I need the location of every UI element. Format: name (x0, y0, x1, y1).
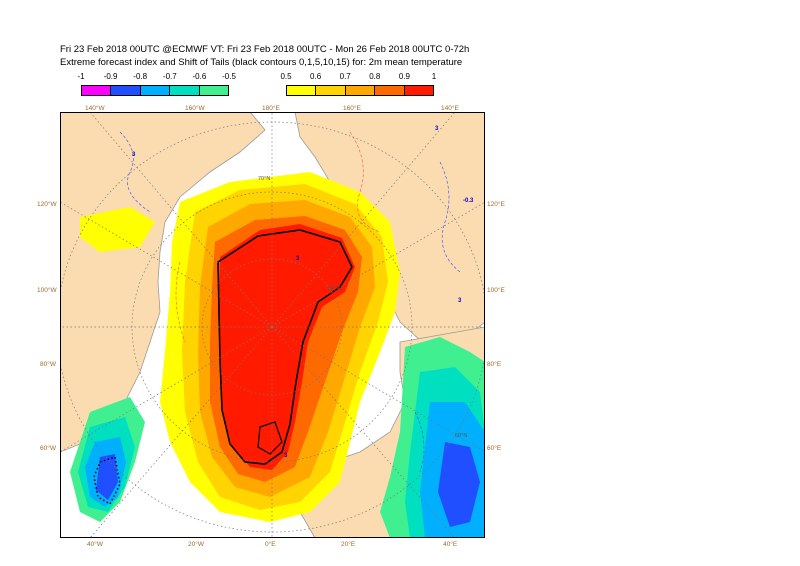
right-lat-label: 100°E (487, 286, 505, 294)
right-lat-label: 60°E (487, 444, 502, 452)
legend-positive-swatch (287, 86, 317, 95)
bottom-lon-label: 20°W (188, 540, 205, 548)
legend-negative: -1 -0.9 -0.8 -0.7 -0.6 -0.5 (77, 72, 236, 100)
thin-contours (119, 131, 461, 473)
legend-negative-swatch (82, 86, 112, 95)
bottom-lon-label: 0°E (265, 540, 276, 548)
grid-lat-label: 60°N (455, 433, 467, 439)
bottom-lon-label: 40°W (87, 540, 104, 548)
legend-tick: 0.6 (310, 72, 322, 81)
legend-negative-swatch (140, 86, 171, 95)
left-lat-label: 80°W (40, 360, 57, 368)
sot-contour-inner (257, 421, 283, 455)
legend-tick: -1 (77, 72, 85, 81)
polar-map: 70°N 80°N 60°N -0.3 3 3 3 3 3 (60, 112, 485, 538)
legend-tick: -0.8 (133, 72, 148, 81)
contour-label: 3 (458, 298, 462, 304)
legend-tick: 0.9 (398, 72, 410, 81)
graticule (60, 112, 485, 538)
legend-tick: 0.8 (369, 72, 381, 81)
contour-label: 3 (284, 453, 288, 459)
top-lon-label: 160°E (343, 104, 361, 112)
contour-label: 3 (132, 152, 136, 158)
legend-positive-swatch (404, 86, 434, 95)
legend-positive-swatch (345, 86, 376, 95)
top-lon-label: 180°E (262, 104, 280, 112)
grid-lat-label: 80°N (328, 286, 340, 292)
top-lon-label: 160°W (185, 104, 205, 112)
neg-cyan-area (85, 402, 485, 538)
legend-positive-ticks: 0.5 0.6 0.7 0.8 0.9 1 (280, 72, 437, 84)
left-lat-label: 60°W (40, 444, 57, 452)
left-lat-label: 100°W (37, 286, 57, 294)
legend-negative-swatch (111, 86, 141, 95)
legend-positive-swatch (375, 86, 405, 95)
legend-tick: 0.5 (280, 72, 292, 81)
efi-red-core (218, 224, 355, 470)
legend-positive-swatch (316, 86, 346, 95)
legend-tick: 1 (431, 72, 437, 81)
legend-negative-colorbar (81, 85, 229, 96)
map-frame (60, 112, 485, 538)
contour-label: 3 (296, 256, 300, 262)
top-lon-label: 140°E (441, 104, 459, 112)
grid-lat-label: 70°N (258, 176, 270, 182)
legend-tick: -0.9 (103, 72, 118, 81)
right-lat-label: 120°E (487, 200, 505, 208)
sot-contour-outer (217, 229, 353, 465)
legend-negative-ticks: -1 -0.9 -0.8 -0.7 -0.6 -0.5 (77, 72, 235, 84)
title-line-2: Extreme forecast index and Shift of Tail… (60, 57, 463, 68)
legend-negative-swatch (170, 86, 200, 95)
legend-positive: 0.5 0.6 0.7 0.8 0.9 1 (280, 72, 437, 100)
legend-negative-swatch (199, 86, 229, 95)
bottom-lon-label: 40°E (443, 540, 458, 548)
legend-tick: -0.6 (192, 72, 207, 81)
top-lon-label: 140°W (85, 104, 105, 112)
left-lat-label: 120°W (37, 200, 57, 208)
contour-label: -0.3 (463, 198, 474, 204)
contour-label: 3 (435, 126, 439, 132)
legend-tick: -0.7 (162, 72, 177, 81)
legend-tick: 0.7 (339, 72, 351, 81)
bottom-lon-label: 20°E (341, 540, 356, 548)
legend-positive-colorbar (286, 85, 434, 96)
title-line-1: Fri 23 Feb 2018 00UTC @ECMWF VT: Fri 23 … (60, 44, 470, 55)
right-lat-label: 80°E (487, 360, 502, 368)
legend-tick: -0.5 (222, 72, 236, 81)
